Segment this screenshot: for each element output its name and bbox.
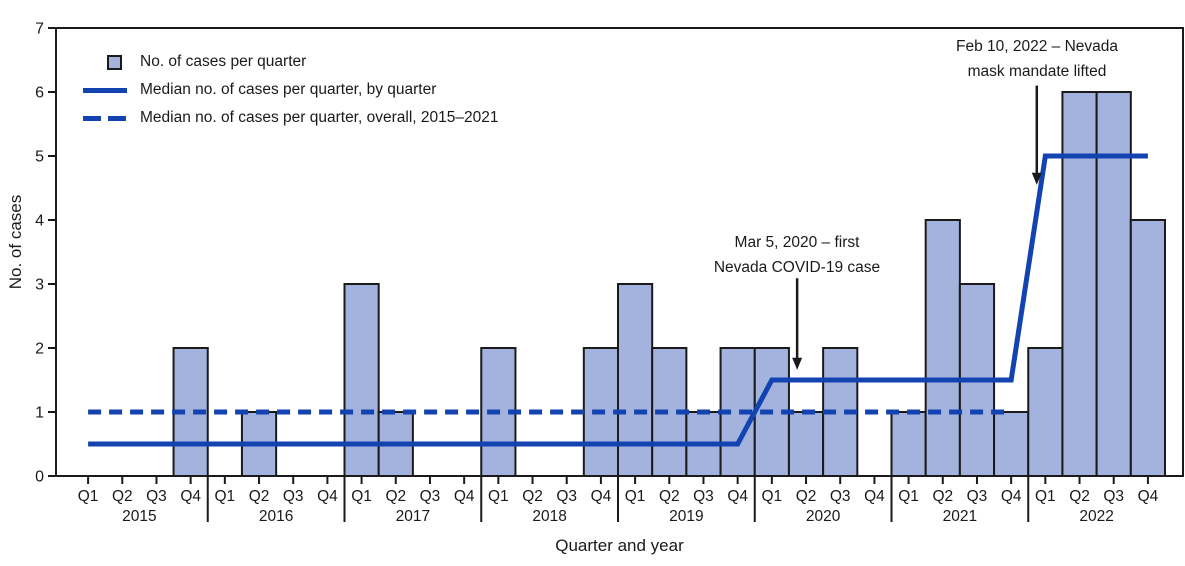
x-tick-label: Q3 [420,488,441,505]
dashed-line-icon [83,115,127,121]
bar-2019-q1 [617,283,654,477]
x-tick-label: Q1 [351,488,372,505]
legend-label: No. of cases per quarter [140,53,307,70]
x-tick-label: Q2 [112,488,133,505]
bar-2021-q4 [993,411,1030,477]
x-tick-label: Q1 [215,488,236,505]
year-label: 2019 [669,508,703,525]
bar-square-icon [107,54,122,70]
year-label: 2017 [396,508,430,525]
bar-2022-q2 [1061,91,1098,477]
plot-frame [55,27,1184,477]
x-tick-label: Q4 [317,488,338,505]
x-tick-label: Q1 [898,488,919,505]
x-tick-label: Q2 [249,488,270,505]
x-tick-label: Q4 [591,488,612,505]
x-tick-label: Q3 [283,488,304,505]
x-tick-label: Q4 [1001,488,1022,505]
annotation-text-line: Feb 10, 2022 – Nevada [955,38,1118,55]
x-tick-label: Q3 [556,488,577,505]
bar-2017-q1 [343,283,380,477]
x-tick-label: Q4 [180,488,201,505]
legend-item-median-overall: Median no. of cases per quarter, overall… [83,104,498,132]
annotation-arrowhead-icon [792,357,803,370]
x-tick-label: Q2 [932,488,953,505]
x-tick-label: Q3 [830,488,851,505]
x-tick-label: Q4 [864,488,885,505]
x-tick-label: Q4 [727,488,748,505]
year-label: 2022 [1079,508,1113,525]
legend-item-cases: No. of cases per quarter [83,48,498,76]
bar-2021-q1 [890,411,927,477]
y-tick-label: 0 [35,469,44,486]
year-label: 2020 [806,508,841,525]
x-tick-label: Q2 [796,488,817,505]
year-label: 2018 [532,508,566,525]
bar-2022-q4 [1129,219,1166,477]
x-tick-label: Q4 [454,488,475,505]
x-tick-label: Q2 [659,488,680,505]
x-tick-label: Q3 [693,488,714,505]
legend-item-median-by-quarter: Median no. of cases per quarter, by quar… [83,76,498,104]
annotation-arrowhead-icon [1031,172,1042,185]
x-tick-label: Q3 [967,488,988,505]
x-tick-label: Q4 [1138,488,1159,505]
bar-2022-q1 [1027,347,1064,477]
year-label: 2015 [122,508,156,525]
x-axis-title: Quarter and year [555,536,684,555]
x-tick-label: Q1 [78,488,99,505]
y-tick-label: 2 [35,341,44,358]
x-tick-label: Q1 [625,488,646,505]
x-tick-label: Q1 [1035,488,1056,505]
y-tick-label: 3 [35,277,44,294]
legend-label: Median no. of cases per quarter, by quar… [140,81,437,98]
x-tick-label: Q1 [488,488,509,505]
y-tick-label: 1 [35,405,44,422]
legend-label: Median no. of cases per quarter, overall… [140,109,499,126]
dashed-median-swatch [83,115,127,121]
annotation-text-line: Nevada COVID-19 case [713,259,881,276]
annotation-first-covid-case: Mar 5, 2020 – first Nevada COVID-19 case [672,230,922,280]
annotation-text-line: Mar 5, 2020 – first [734,234,860,251]
y-tick-label: 7 [35,21,44,38]
quarterly-median-line [88,153,1148,447]
annotation-text-line: mask mandate lifted [967,63,1107,80]
x-tick-label: Q1 [762,488,783,505]
bar-2021-q2 [924,219,961,477]
y-tick-label: 5 [35,149,44,166]
x-tick-label: Q3 [1103,488,1124,505]
annotation-mask-mandate-lifted: Feb 10, 2022 – Nevada mask mandate lifte… [912,34,1162,84]
x-tick-label: Q2 [1069,488,1090,505]
bar-2020-q2 [787,411,825,477]
x-tick-label: Q2 [522,488,543,505]
bar-swatch [83,54,127,70]
x-tick-label: Q3 [146,488,167,505]
y-tick-label: 4 [35,213,44,230]
solid-line-icon [83,87,127,93]
year-label: 2021 [943,508,977,525]
y-axis-title: No. of cases [6,194,25,290]
solid-median-swatch [83,87,127,93]
x-tick-label: Q2 [385,488,406,505]
bar-2022-q3 [1095,91,1132,477]
year-label: 2016 [259,508,293,525]
legend: No. of cases per quarter Median no. of c… [83,48,498,132]
y-tick-label: 6 [35,85,44,102]
